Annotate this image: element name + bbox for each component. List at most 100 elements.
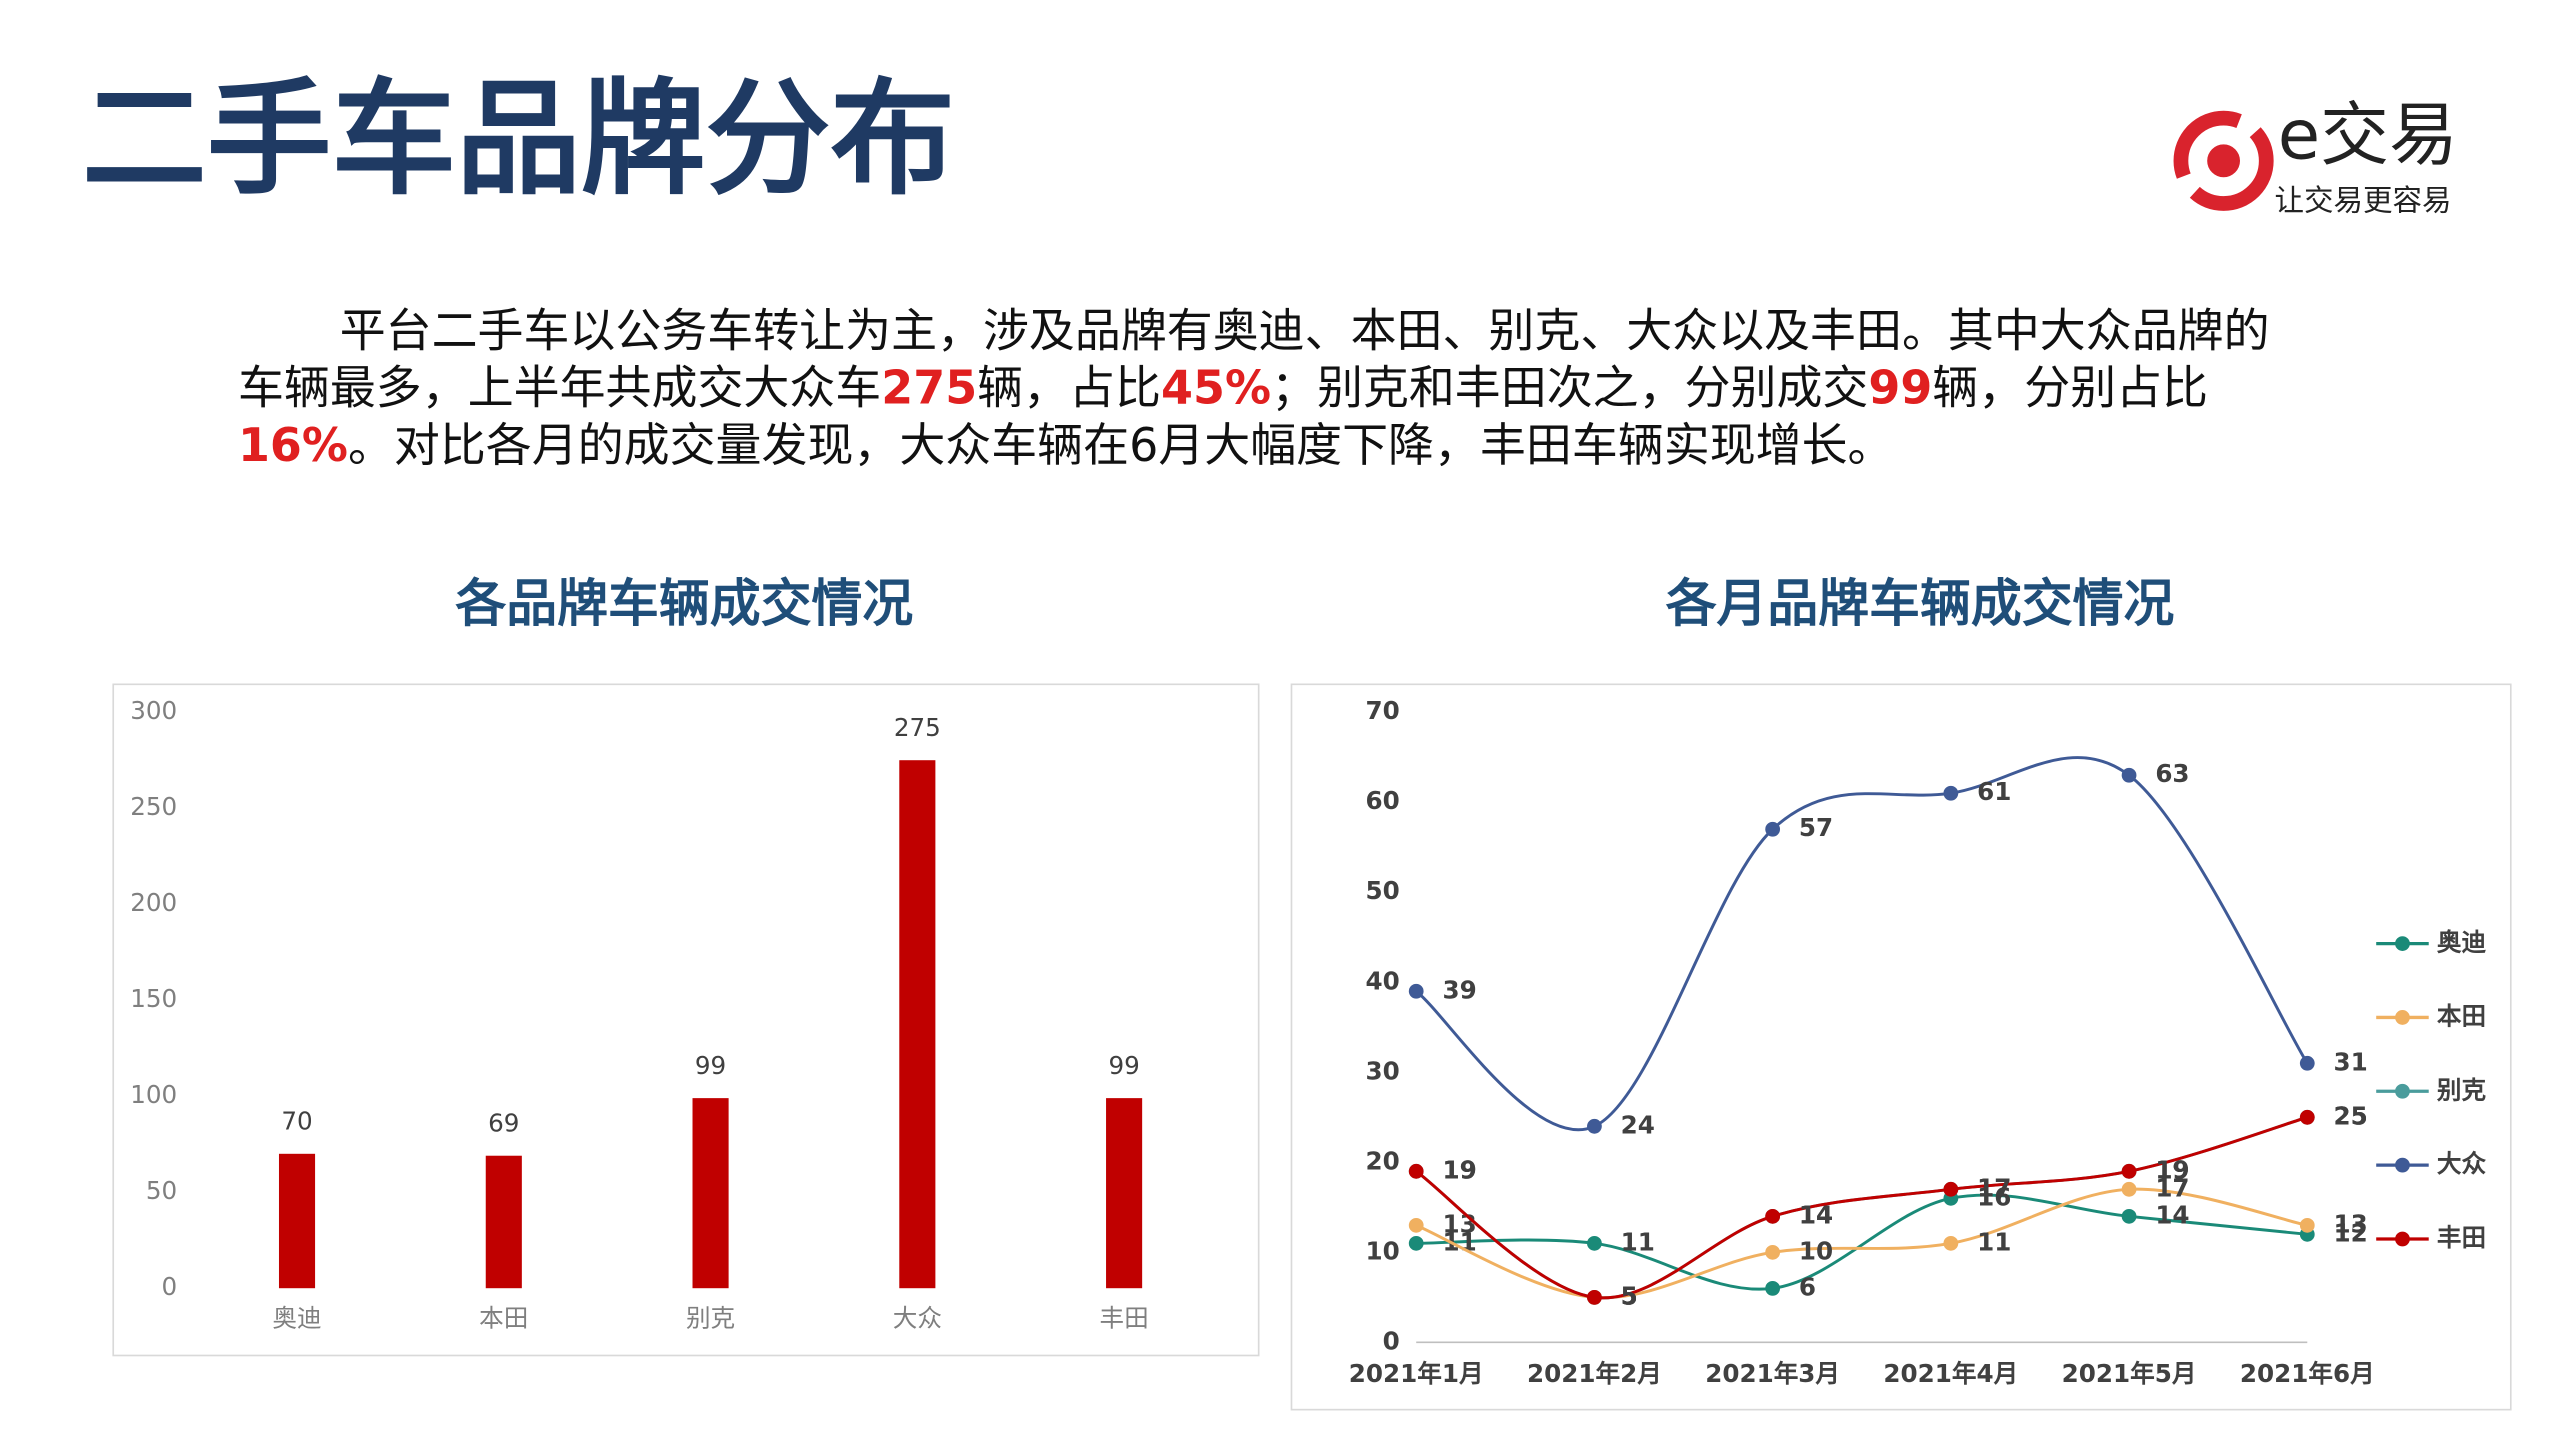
page-title: 二手车品牌分布 bbox=[82, 67, 955, 212]
value-label: 70 bbox=[281, 1107, 312, 1136]
point bbox=[1408, 1235, 1424, 1251]
point bbox=[2299, 1109, 2315, 1125]
x-tick-label: 本田 bbox=[479, 1303, 528, 1332]
y-tick-label: 300 bbox=[130, 696, 177, 725]
legend-marker bbox=[2395, 1157, 2410, 1173]
text-run: ；别克和丰田次之，分别成交 bbox=[1271, 361, 1869, 416]
text-run: 平台二手车以公务车转让为主，涉及品牌有奥迪、本田、别克、大众以及丰田。其中大众品… bbox=[237, 303, 2270, 416]
point bbox=[1408, 983, 1424, 999]
bar bbox=[1106, 1098, 1143, 1289]
series-line bbox=[1415, 1187, 2308, 1300]
value-label: 61 bbox=[1977, 777, 2011, 806]
value-label: 39 bbox=[1442, 975, 1476, 1004]
point bbox=[1765, 1280, 1781, 1296]
x-tick-label: 丰田 bbox=[1099, 1303, 1148, 1332]
point bbox=[2121, 1181, 2137, 1197]
y-tick-label: 50 bbox=[146, 1176, 177, 1205]
point bbox=[1587, 1118, 1602, 1134]
y-tick-label: 70 bbox=[1366, 696, 1400, 725]
x-tick-label: 2021年4月 bbox=[1883, 1359, 2018, 1388]
y-tick-label: 10 bbox=[1366, 1236, 1400, 1265]
x-tick-label: 2021年1月 bbox=[1349, 1359, 1484, 1388]
value-label: 31 bbox=[2334, 1047, 2368, 1076]
x-tick-label: 大众 bbox=[893, 1303, 942, 1332]
value-label: 5 bbox=[1621, 1281, 1638, 1310]
y-tick-label: 200 bbox=[130, 888, 177, 917]
legend-label: 奥迪 bbox=[2437, 928, 2487, 957]
point bbox=[1943, 785, 1959, 801]
value-label: 275 bbox=[894, 713, 941, 742]
point bbox=[1765, 1208, 1781, 1224]
legend-label: 丰田 bbox=[2437, 1223, 2486, 1252]
value-label: 99 bbox=[1108, 1051, 1139, 1080]
bar-chart-frame bbox=[112, 683, 1260, 1357]
point bbox=[2299, 1217, 2315, 1233]
y-tick-label: 150 bbox=[130, 984, 177, 1013]
point bbox=[1765, 821, 1781, 837]
text-run: 辆，占比 bbox=[977, 361, 1162, 416]
value-label: 99 bbox=[695, 1051, 726, 1080]
highlight-text: 275 bbox=[881, 361, 978, 416]
value-label: 12 bbox=[2334, 1218, 2368, 1247]
value-label: 19 bbox=[2155, 1155, 2189, 1184]
legend-marker bbox=[2395, 1010, 2410, 1025]
value-label: 6 bbox=[1799, 1272, 1816, 1301]
value-label: 13 bbox=[1442, 1209, 1476, 1238]
point bbox=[1943, 1235, 1959, 1251]
legend-marker bbox=[2395, 936, 2410, 951]
value-label: 10 bbox=[1799, 1236, 1833, 1265]
series-line bbox=[1415, 1115, 2308, 1300]
logo-slogan: 让交易更容易 bbox=[2274, 183, 2451, 217]
y-tick-label: 0 bbox=[1383, 1326, 1400, 1355]
chart-title: 各月品牌车辆成交情况 bbox=[1666, 574, 2175, 633]
y-tick-label: 50 bbox=[1366, 876, 1400, 905]
bar bbox=[278, 1153, 316, 1289]
value-label: 24 bbox=[1621, 1110, 1655, 1139]
y-tick-label: 40 bbox=[1366, 966, 1400, 995]
legend-label: 大众 bbox=[2437, 1149, 2487, 1178]
highlight-text: 45% bbox=[1161, 361, 1272, 416]
value-label: 57 bbox=[1799, 813, 1833, 842]
text-run: 辆，分别占比 bbox=[1932, 361, 2209, 416]
text-run: 。对比各月的成交量发现，大众车辆在6月大幅度下降，丰田车辆实现增长。 bbox=[347, 418, 1894, 473]
point bbox=[2121, 1208, 2137, 1224]
logo-name: e交易 bbox=[2278, 96, 2458, 176]
series-line bbox=[1416, 1193, 2308, 1291]
y-tick-label: 20 bbox=[1366, 1146, 1400, 1175]
x-tick-label: 奥迪 bbox=[272, 1303, 321, 1332]
value-label: 63 bbox=[2155, 759, 2189, 788]
x-tick-label: 别克 bbox=[686, 1303, 735, 1332]
logo-icon-core bbox=[2207, 144, 2241, 178]
point bbox=[1943, 1181, 1959, 1197]
bar bbox=[485, 1155, 522, 1289]
y-tick-label: 0 bbox=[162, 1272, 178, 1301]
value-label: 19 bbox=[1442, 1155, 1476, 1184]
value-label: 17 bbox=[1977, 1173, 2011, 1202]
value-label: 17 bbox=[2155, 1173, 2189, 1202]
bar bbox=[692, 1098, 729, 1289]
legend-label: 本田 bbox=[2437, 1001, 2486, 1030]
bar bbox=[899, 760, 936, 1289]
point bbox=[2299, 1055, 2315, 1071]
x-tick-label: 2021年2月 bbox=[1527, 1359, 1662, 1388]
value-label: 14 bbox=[1799, 1200, 1833, 1229]
chart-title: 各品牌车辆成交情况 bbox=[455, 574, 913, 633]
series-line bbox=[1415, 756, 2309, 1131]
value-label: 13 bbox=[2334, 1209, 2368, 1238]
legend-marker bbox=[2395, 1231, 2410, 1247]
x-tick-label: 2021年5月 bbox=[2062, 1359, 2197, 1388]
logo-icon bbox=[2173, 110, 2274, 211]
point bbox=[1408, 1217, 1424, 1233]
line-chart-frame bbox=[1290, 683, 2512, 1411]
value-label: 25 bbox=[2334, 1101, 2368, 1130]
point bbox=[1765, 1244, 1781, 1260]
value-label: 19 bbox=[1442, 1155, 1476, 1184]
value-label: 11 bbox=[1621, 1227, 1655, 1256]
point bbox=[1587, 1289, 1602, 1305]
value-label: 17 bbox=[1977, 1173, 2011, 1202]
legend-marker bbox=[2395, 1083, 2410, 1099]
value-label: 5 bbox=[1621, 1281, 1638, 1310]
x-tick-label: 2021年6月 bbox=[2240, 1359, 2375, 1388]
